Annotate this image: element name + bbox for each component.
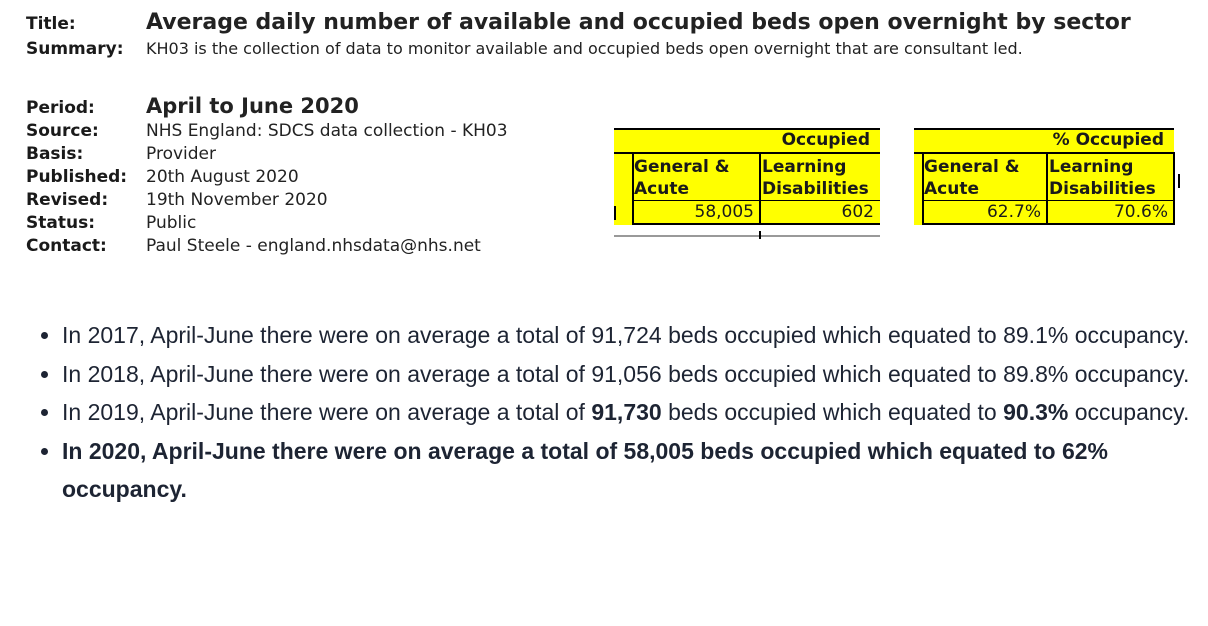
summary-label: Summary: <box>26 39 124 59</box>
bullet-2019-pre: In 2019, April-June there were on averag… <box>62 399 592 425</box>
occupied-col-general-acute: General & Acute <box>632 156 760 200</box>
bullet-2020-text: In 2020, April-June there were on averag… <box>62 437 1108 503</box>
occupied-left-border <box>632 152 634 225</box>
occupied-general-acute-value: 58,005 <box>694 202 754 222</box>
occupied-edge-tick <box>614 206 616 220</box>
pct-col1-line1: General & <box>924 157 1020 177</box>
bullet-2019-mid: beds occupied which equated to <box>661 399 1004 425</box>
occupied-bottom-border <box>632 223 880 225</box>
bullet-2019-pct: 90.3% <box>1003 399 1069 425</box>
pct-left-border <box>922 152 924 225</box>
pct-right-border <box>1173 152 1175 225</box>
occupied-col2-line2: Disabilities <box>762 179 869 199</box>
pct-col-learning-disabilities: Learning Disabilities <box>1047 156 1174 200</box>
pct-col2-line1: Learning <box>1049 157 1134 177</box>
occupied-highlight <box>614 128 880 225</box>
bullet-2018: In 2018, April-June there were on averag… <box>62 355 1190 394</box>
pct-col1-line2: Acute <box>924 179 979 199</box>
pct-top-border <box>914 128 1174 130</box>
pct-edge-tick <box>1178 174 1180 188</box>
summary-bullets: In 2017, April-June there were on averag… <box>40 316 1190 509</box>
bullet-2018-text: In 2018, April-June there were on averag… <box>62 360 1190 387</box>
occupied-col-learning-disabilities: Learning Disabilities <box>760 156 880 200</box>
title-value: Average daily number of available and oc… <box>146 10 1131 35</box>
bullet-2019: In 2019, April-June there were on averag… <box>62 393 1190 432</box>
source-label: Source: <box>26 121 99 141</box>
occupied-footer-line <box>614 235 880 237</box>
occupied-col1-line2: Acute <box>634 179 689 199</box>
pct-col-general-acute: General & Acute <box>922 156 1047 200</box>
bullet-2019-beds: 91,730 <box>591 399 662 425</box>
bullet-list: In 2017, April-June there were on averag… <box>40 316 1190 509</box>
period-value: April to June 2020 <box>146 94 359 118</box>
occupied-mid-border <box>759 152 761 225</box>
pct-bottom-border <box>922 223 1174 225</box>
source-value: NHS England: SDCS data collection - KH03 <box>146 121 508 141</box>
period-label: Period: <box>26 98 95 118</box>
occupied-col1-line1: General & <box>634 157 730 177</box>
basis-label: Basis: <box>26 144 84 164</box>
pct-occupied-table: % Occupied General & Acute Learning Disa… <box>914 128 1182 228</box>
pct-highlight <box>914 128 1174 225</box>
contact-value: Paul Steele - england.nhsdata@nhs.net <box>146 236 481 256</box>
bullet-2017-text: In 2017, April-June there were on averag… <box>62 322 1190 348</box>
occupied-header: Occupied <box>781 130 870 150</box>
title-label: Title: <box>26 14 76 34</box>
bullet-2020: In 2020, April-June there were on averag… <box>62 432 1190 509</box>
occupied-footer-tick <box>759 231 761 239</box>
occupied-table: Occupied General & Acute Learning Disabi… <box>614 128 880 240</box>
occupied-header-border <box>614 152 880 154</box>
pct-header-border <box>914 152 1174 154</box>
summary-value: KH03 is the collection of data to monito… <box>146 39 1023 58</box>
bullet-2017: In 2017, April-June there were on averag… <box>62 316 1190 355</box>
revised-value: 19th November 2020 <box>146 190 328 210</box>
occupied-top-border <box>614 128 880 130</box>
occupied-col2-line1: Learning <box>762 157 847 177</box>
pct-sub-border <box>922 200 1174 201</box>
pct-mid-border <box>1046 152 1048 225</box>
occupied-learning-disabilities-value: 602 <box>841 202 874 222</box>
published-label: Published: <box>26 167 128 187</box>
published-value: 20th August 2020 <box>146 167 299 187</box>
revised-label: Revised: <box>26 190 109 210</box>
pct-col2-line2: Disabilities <box>1049 179 1156 199</box>
pct-occupied-header: % Occupied <box>1052 130 1164 150</box>
contact-label: Contact: <box>26 236 107 256</box>
occupied-sub-border <box>632 200 880 201</box>
status-label: Status: <box>26 213 95 233</box>
bullet-2019-post: occupancy. <box>1068 399 1190 425</box>
pct-learning-disabilities-value: 70.6% <box>1113 202 1168 222</box>
basis-value: Provider <box>146 144 216 164</box>
pct-general-acute-value: 62.7% <box>986 202 1041 222</box>
status-value: Public <box>146 213 197 233</box>
